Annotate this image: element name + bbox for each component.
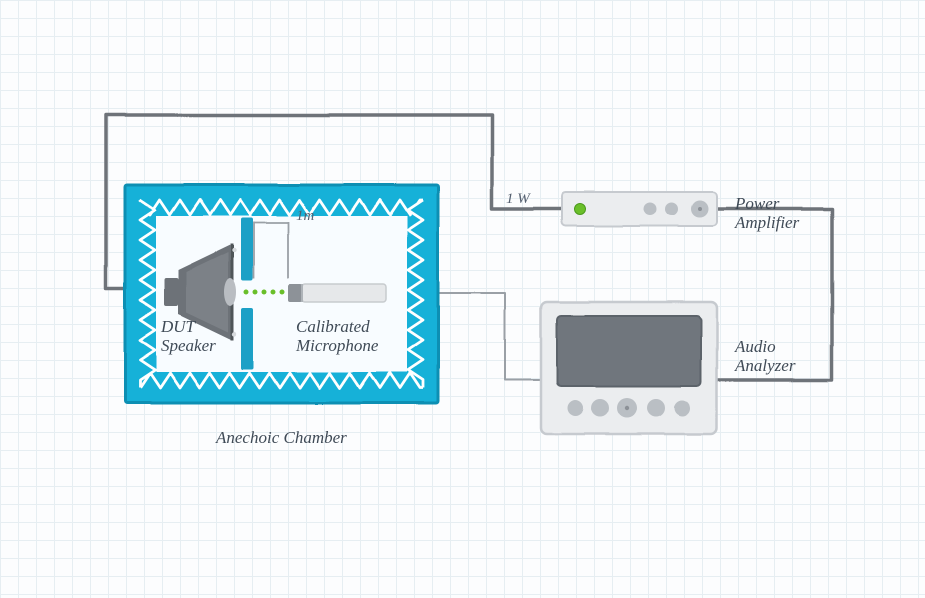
analyzer-label-line2: Analyzer (735, 355, 795, 376)
chamber-label: Anechoic Chamber (216, 427, 347, 448)
mic-label-line2: Microphone (296, 335, 378, 356)
audio-analyzer-icon (541, 302, 717, 434)
microphone-icon (288, 284, 386, 302)
speaker-label-line2: Speaker (161, 335, 216, 356)
diagram-svg (0, 0, 925, 598)
power-label: 1 W (506, 191, 530, 208)
distance-label: 1m (296, 208, 314, 225)
power-amplifier-icon (562, 192, 717, 226)
amp-label-line2: Amplifier (735, 212, 799, 233)
